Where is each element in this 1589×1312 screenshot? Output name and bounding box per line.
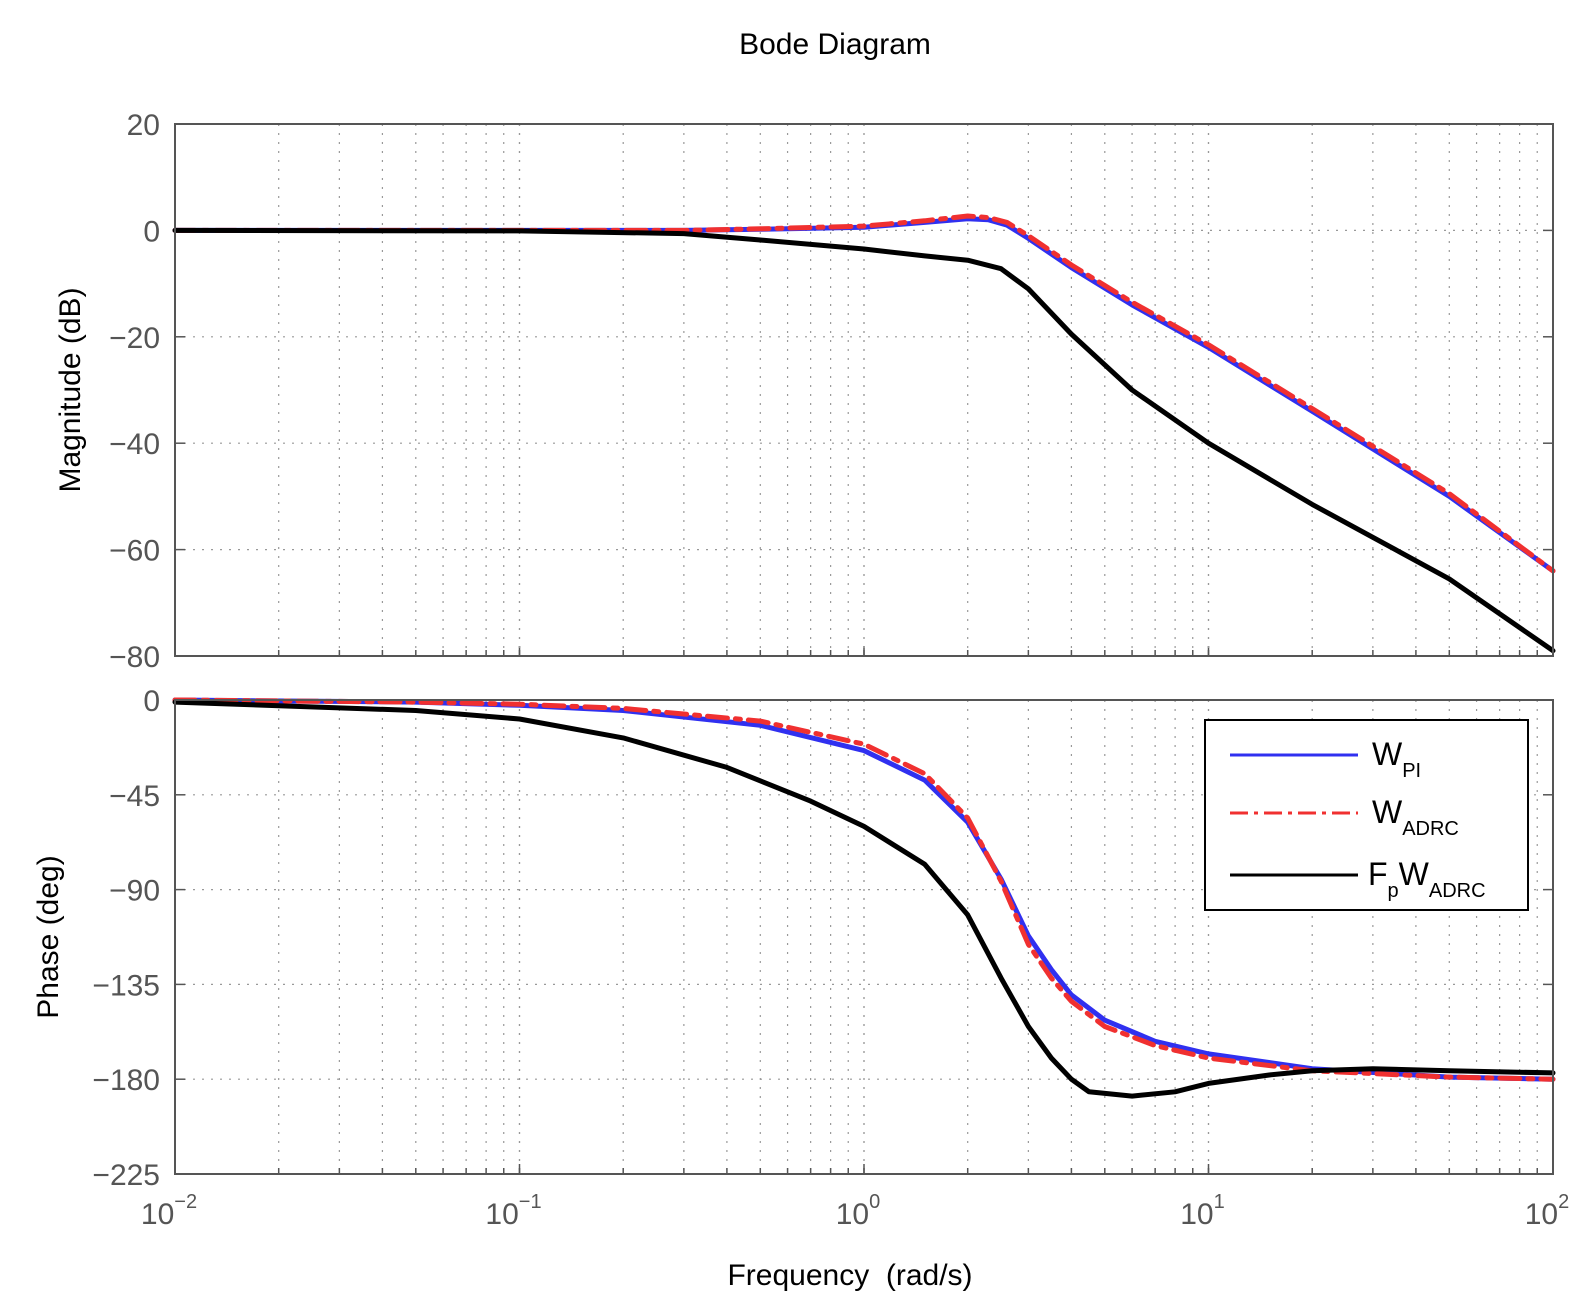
magnitude-y-label: Magnitude (dB)	[54, 287, 87, 492]
legend: WPI WADRC FpWADRC	[1204, 719, 1529, 911]
phase-y-tick-label: −180	[92, 1064, 160, 1097]
magnitude-y-tick-label: −60	[109, 535, 160, 568]
phase-y-tick-label: −135	[92, 969, 160, 1002]
phase-y-tick-label: −225	[92, 1159, 160, 1192]
x-tick-label: 10−2	[141, 1191, 197, 1231]
magnitude-series-f-pw-adrc	[172, 227, 1556, 654]
phase-series	[172, 697, 1556, 1099]
legend-box	[1204, 719, 1529, 911]
legend-label-wadrc: WADRC	[1372, 794, 1459, 840]
magnitude-y-tick-label: −40	[109, 428, 160, 461]
magnitude-axes-box	[174, 123, 1554, 657]
phase-y-tick-label: −45	[109, 780, 160, 813]
x-tick-label: 100	[836, 1191, 881, 1231]
phase-axes-box	[174, 699, 1554, 1175]
magnitude-y-tick-label: 0	[143, 215, 160, 248]
x-tick-label: 10−1	[485, 1191, 541, 1231]
magnitude-y-tick-label: −80	[109, 641, 160, 674]
phase-y-tick-label: −90	[109, 875, 160, 908]
magnitude-y-tick-label: −20	[109, 322, 160, 355]
x-axis-label: Frequency (rad/s)	[727, 1259, 972, 1292]
magnitude-y-tick-label: 20	[127, 109, 160, 142]
magnitude-series	[172, 213, 1556, 654]
chart-title: Bode Diagram	[739, 28, 931, 61]
x-tick-label: 101	[1180, 1191, 1225, 1231]
x-tick-label: 102	[1525, 1191, 1570, 1231]
legend-label-fpwadrc: FpWADRC	[1368, 856, 1486, 902]
phase-y-label: Phase (deg)	[32, 855, 65, 1018]
phase-y-tick-label: 0	[143, 685, 160, 718]
phase-series-f-pw-adrc	[172, 699, 1556, 1099]
magnitude-series-w-adrc	[172, 213, 1556, 574]
magnitude-y-ticks: 20 0 −20 −40 −60 −80	[109, 109, 160, 674]
legend-label-wpi: WPI	[1372, 736, 1421, 782]
phase-y-ticks: 0 −45 −90 −135 −180 −225	[92, 685, 160, 1192]
phase-series-w-adrc	[172, 697, 1556, 1082]
frequency-x-ticks: 10−2 10−1 100 101 102	[141, 1191, 1569, 1231]
